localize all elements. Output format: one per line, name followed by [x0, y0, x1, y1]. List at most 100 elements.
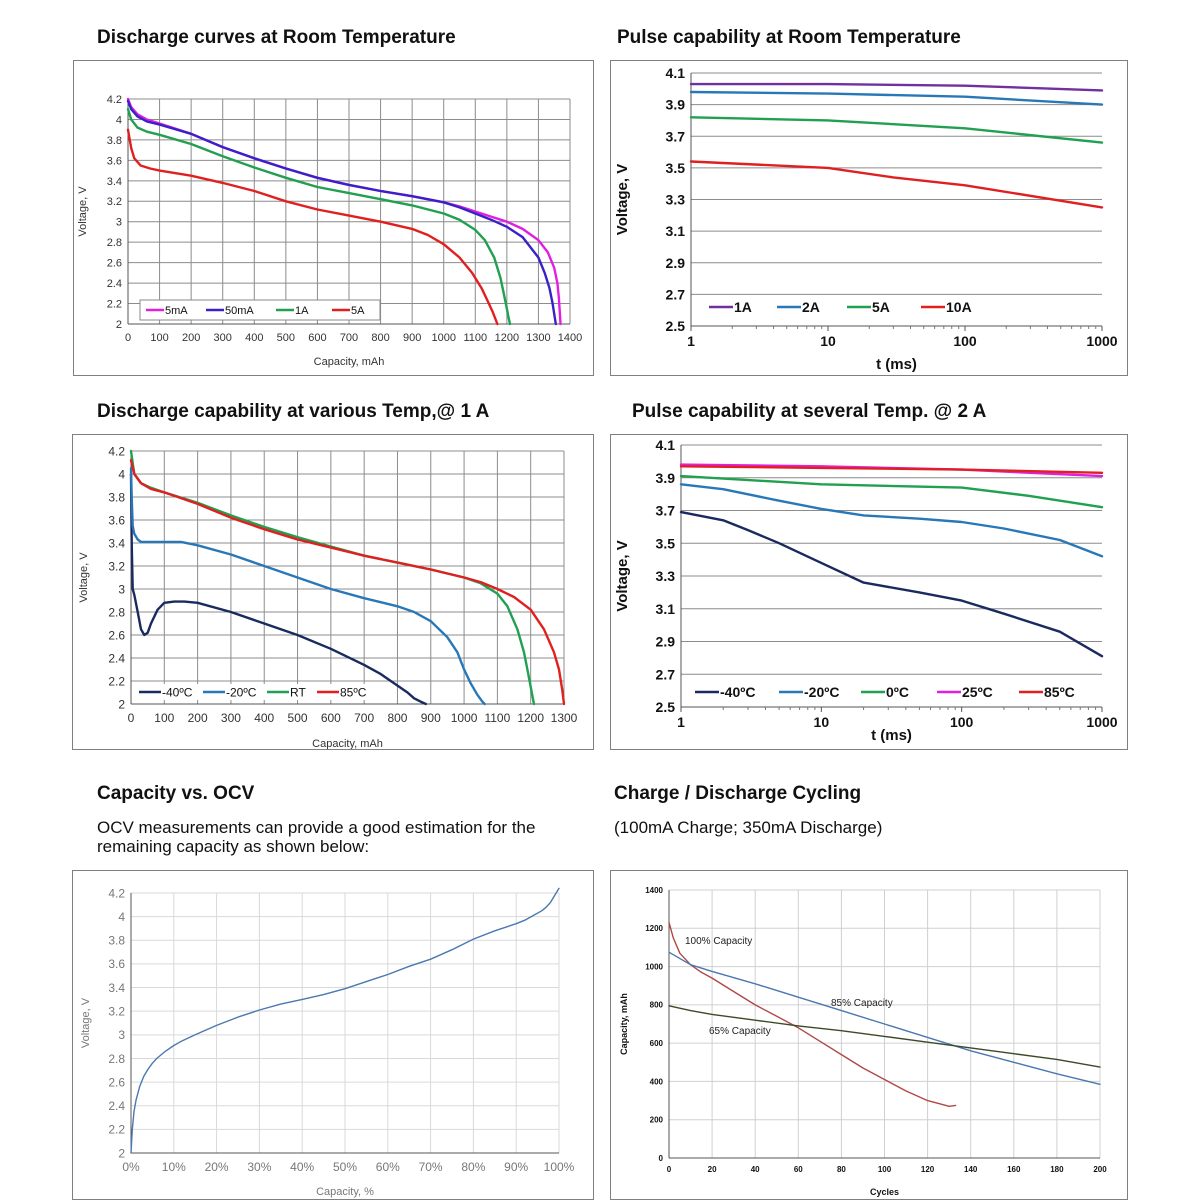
y-tick-label: 4: [118, 467, 125, 481]
chart4-frame: 2.5 2.7 2.9 3.1 3.3 3.5 3.7 3.9 4.1 1 10 100 1000 t (…: [610, 434, 1128, 750]
chart5-description: OCV measurements can provide a good esti…: [97, 818, 536, 856]
y-tick-label: 3.8: [108, 934, 125, 948]
x-tick-label: 800: [371, 332, 389, 344]
x-axis-label: Cycles: [870, 1187, 899, 1197]
y-axis-label: Capacity, mAh: [619, 993, 629, 1055]
y-tick-label: 3.8: [107, 135, 122, 147]
x-tick-label: 800: [387, 711, 407, 725]
legend-item: 0ºC: [886, 684, 909, 700]
legend-box: [699, 297, 987, 317]
y-tick-label: 2.6: [107, 258, 122, 270]
y-tick-label: 3.6: [108, 513, 125, 527]
x-tick-label: 1000: [431, 332, 455, 344]
chart4-title: Pulse capability at several Temp. @ 2 A: [632, 401, 987, 422]
legend-item: 85ºC: [340, 685, 367, 699]
y-tick-label: 800: [650, 1001, 664, 1010]
series-line-0: [130, 887, 560, 1154]
x-tick-label: 80: [837, 1165, 846, 1174]
x-tick-label: 180: [1050, 1165, 1064, 1174]
series-line-3: [129, 459, 566, 706]
y-tick-label: 4.1: [656, 437, 676, 453]
series-line-0: [129, 472, 427, 706]
y-tick-label: 4: [118, 910, 125, 924]
y-tick-label: 1000: [645, 962, 663, 971]
x-tick-label: 1200: [517, 711, 544, 725]
y-tick-label: 2.7: [656, 666, 676, 682]
series-line-1: [126, 99, 557, 326]
x-tick-label: 100: [154, 711, 174, 725]
y-tick-label: 3.1: [666, 223, 686, 239]
x-tick-label: 1100: [463, 332, 487, 344]
y-tick-label: 0: [659, 1154, 664, 1163]
y-tick-label: 3.4: [108, 536, 125, 550]
y-tick-label: 2: [118, 1146, 125, 1160]
legend-item: 5A: [351, 305, 365, 317]
x-tick-label: 1300: [526, 332, 550, 344]
y-tick-label: 3.2: [107, 196, 122, 208]
legend-item: 50mA: [225, 305, 254, 317]
y-tick-label: 3.7: [656, 503, 676, 519]
x-tick-label: 1000: [451, 711, 478, 725]
chart3-frame: 2 2.2 2.4 2.6 2.8 3 3.2 3.4 3.6 3.8 4 4.2 0 100 200 300…: [72, 434, 594, 750]
series-line-4: [679, 465, 1104, 474]
x-tick-label: 160: [1007, 1165, 1021, 1174]
chart1-frame: 2 2.2 2.4 2.6 2.8 3 3.2 3.4 3.6 3.8 4 4.2 0 100 200 300…: [73, 60, 594, 376]
y-tick-label: 400: [650, 1077, 664, 1086]
y-tick-label: 4.1: [666, 65, 686, 81]
chart1-discharge-room-temp: 2 2.2 2.4 2.6 2.8 3 3.2 3.4 3.6 3.8 4 4.2 0 100 200 300…: [77, 94, 582, 368]
x-tick-label: 120: [921, 1165, 935, 1174]
series-line-0: [126, 97, 562, 326]
x-tick-label: 400: [245, 332, 263, 344]
x-tick-label: 1400: [558, 332, 582, 344]
x-tick-label: 900: [421, 711, 441, 725]
series-line-1: [668, 951, 1101, 1086]
y-tick-label: 2.9: [656, 634, 676, 650]
x-axis-label: Capacity, %: [316, 1186, 374, 1198]
x-tick-label: 1: [687, 333, 695, 349]
y-tick-label: 3.5: [656, 535, 676, 551]
x-tick-label: 300: [221, 711, 241, 725]
y-tick-label: 2.6: [108, 628, 125, 642]
x-tick-label: 30%: [247, 1160, 271, 1174]
y-tick-label: 4: [116, 114, 122, 126]
x-tick-label: 0: [667, 1165, 672, 1174]
x-tick-label: 70%: [419, 1160, 443, 1174]
legend-item: 85ºC: [1044, 684, 1075, 700]
chart5-capacity-vs-ocv: 2 2.2 2.4 2.6 2.8 3 3.2 3.4 3.6 3.8 4 4.2 0% 10% 20% 30…: [80, 886, 575, 1198]
series-line-2: [689, 116, 1104, 144]
y-tick-label: 2.4: [107, 278, 122, 290]
y-tick-label: 3.4: [108, 981, 125, 995]
series-line-2: [679, 474, 1104, 509]
chart-annotation: 65% Capacity: [709, 1026, 771, 1037]
y-tick-label: 2.2: [108, 674, 125, 688]
y-tick-label: 600: [650, 1039, 664, 1048]
y-tick-label: 3.5: [666, 160, 686, 176]
legend-item: -20ºC: [804, 684, 839, 700]
x-tick-label: 1000: [1086, 333, 1117, 349]
y-tick-label: 2.8: [107, 237, 122, 249]
y-tick-label: 2: [116, 319, 122, 331]
series-line-0: [689, 82, 1104, 92]
series-line-1: [679, 483, 1104, 558]
y-tick-label: 3: [118, 1028, 125, 1042]
chart2-pulse-room-temp: 2.5 2.7 2.9 3.1 3.3 3.5 3.7 3.9 4.1 1 10 100 1000 t (…: [614, 65, 1118, 373]
x-tick-label: 40%: [290, 1160, 314, 1174]
x-tick-label: 40: [751, 1165, 760, 1174]
y-tick-label: 2.8: [108, 605, 125, 619]
legend-item: RT: [290, 685, 306, 699]
x-axis-label: Capacity, mAh: [312, 738, 383, 749]
x-tick-label: 100: [953, 333, 977, 349]
y-tick-label: 3: [118, 582, 125, 596]
x-tick-label: 20%: [205, 1160, 229, 1174]
chart2-title: Pulse capability at Room Temperature: [617, 27, 961, 48]
y-tick-label: 3.3: [656, 568, 676, 584]
y-tick-label: 3.4: [107, 176, 122, 188]
chart2-frame: 2.5 2.7 2.9 3.1 3.3 3.5 3.7 3.9 4.1 1 10 100 1000 t (…: [610, 60, 1128, 376]
x-tick-label: 50%: [333, 1160, 357, 1174]
y-tick-label: 2.2: [108, 1123, 125, 1137]
chart5-frame: 2 2.2 2.4 2.6 2.8 3 3.2 3.4 3.6 3.8 4 4.2 0% 10% 20% 30…: [72, 870, 594, 1200]
series-line-2: [126, 108, 512, 326]
chart5-title: Capacity vs. OCV: [97, 783, 255, 804]
y-tick-label: 3.9: [666, 97, 686, 113]
x-tick-label: 500: [288, 711, 308, 725]
